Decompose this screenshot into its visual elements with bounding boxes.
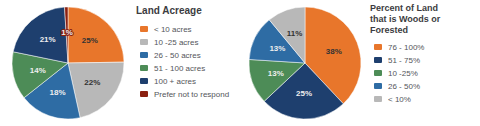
svg-text:< 10%: < 10% bbox=[388, 95, 411, 104]
svg-text:22%: 22% bbox=[84, 78, 100, 87]
svg-text:Land Acreage: Land Acreage bbox=[136, 5, 202, 16]
svg-text:13%: 13% bbox=[269, 44, 285, 53]
svg-text:51 - 75%: 51 - 75% bbox=[388, 56, 420, 65]
svg-text:26 - 50%: 26 - 50% bbox=[388, 82, 420, 91]
svg-text:that is Woods or: that is Woods or bbox=[370, 14, 441, 24]
svg-text:76 - 100%: 76 - 100% bbox=[388, 43, 424, 52]
svg-text:10 -25%: 10 -25% bbox=[388, 69, 418, 78]
svg-text:11%: 11% bbox=[287, 29, 303, 38]
svg-text:26 - 50 acres: 26 - 50 acres bbox=[154, 51, 201, 60]
svg-text:25%: 25% bbox=[82, 36, 98, 45]
svg-text:1%: 1% bbox=[61, 28, 73, 37]
svg-text:Percent of Land: Percent of Land bbox=[370, 3, 438, 13]
svg-text:21%: 21% bbox=[40, 35, 56, 44]
svg-text:100 + acres: 100 + acres bbox=[154, 77, 196, 86]
svg-text:14%: 14% bbox=[30, 66, 46, 75]
svg-text:13%: 13% bbox=[268, 69, 284, 78]
svg-text:10 -25 acres: 10 -25 acres bbox=[154, 38, 198, 47]
svg-text:51 - 100 acres: 51 - 100 acres bbox=[154, 64, 205, 73]
svg-text:< 10 acres: < 10 acres bbox=[154, 25, 192, 34]
svg-text:Forested: Forested bbox=[370, 25, 408, 35]
svg-text:25%: 25% bbox=[296, 89, 312, 98]
svg-text:38%: 38% bbox=[326, 47, 342, 56]
svg-text:18%: 18% bbox=[50, 88, 66, 97]
svg-text:Prefer not to respond: Prefer not to respond bbox=[154, 90, 229, 99]
